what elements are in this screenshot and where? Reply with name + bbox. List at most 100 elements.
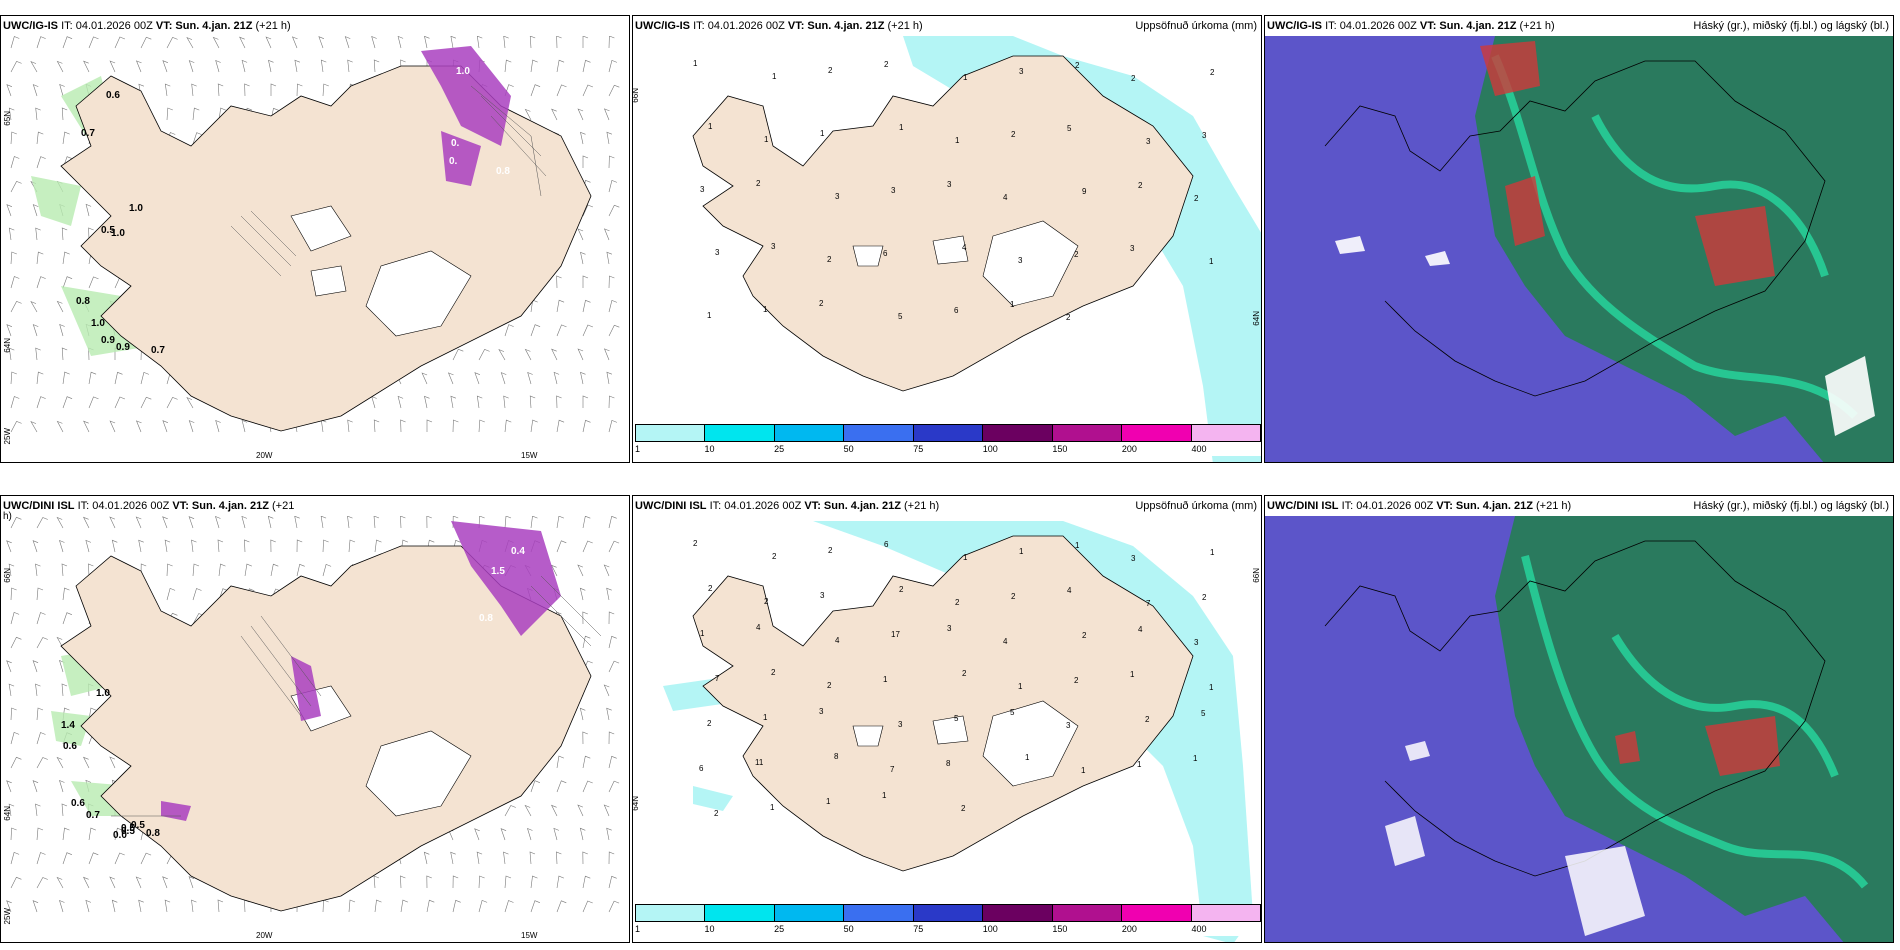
wind-barb bbox=[188, 516, 195, 529]
colorbar-label: 200 bbox=[1121, 444, 1137, 454]
colorbar-label: 10 bbox=[704, 924, 715, 934]
lat-label: 64N bbox=[1252, 311, 1261, 326]
wind-barb bbox=[270, 539, 276, 553]
precip-value: 2 bbox=[828, 66, 833, 75]
precip-value: 7 bbox=[715, 674, 720, 683]
precip-value: 2 bbox=[1145, 715, 1150, 724]
wind-barb bbox=[6, 660, 12, 673]
glacier bbox=[852, 220, 1079, 307]
precip-value: 2 bbox=[884, 60, 889, 69]
gust-label: 0.6 bbox=[106, 90, 120, 101]
wind-barb bbox=[322, 539, 329, 553]
wind-barb bbox=[582, 755, 591, 769]
wind-barb bbox=[397, 395, 404, 409]
high-cloud-core bbox=[1480, 41, 1775, 286]
precip-value: 1 bbox=[772, 72, 777, 81]
wind-barb bbox=[62, 131, 70, 145]
wind-barb bbox=[267, 516, 274, 529]
colorbar-label: 200 bbox=[1121, 924, 1137, 934]
wind-barb bbox=[551, 348, 558, 361]
purple-gust-area bbox=[421, 46, 511, 186]
wind-barb bbox=[582, 275, 589, 288]
wind-barb bbox=[424, 36, 430, 49]
init-time: IT: 04.01.2026 00Z bbox=[693, 20, 785, 32]
wind-barb bbox=[114, 396, 126, 409]
precip-value: 3 bbox=[715, 248, 720, 257]
colorbar-label: 50 bbox=[843, 444, 854, 454]
colorbar-label: 25 bbox=[774, 924, 785, 934]
precip-value: 1 bbox=[1209, 257, 1214, 266]
lat-label: 64N bbox=[3, 806, 12, 821]
wind-barb bbox=[140, 36, 152, 49]
wind-barb bbox=[373, 59, 380, 73]
wind-barb bbox=[478, 349, 490, 361]
colorbar-label: 10 bbox=[704, 444, 715, 454]
field-title: Uppsöfnuð úrkoma (mm) bbox=[1135, 500, 1257, 512]
wind-barb bbox=[61, 227, 68, 241]
iceland-land bbox=[60, 65, 592, 432]
wind-barb bbox=[608, 755, 617, 769]
wind-barb bbox=[10, 156, 20, 169]
precip-value: 2 bbox=[1074, 250, 1079, 259]
wind-barb bbox=[582, 84, 594, 97]
wind-barb bbox=[582, 59, 591, 73]
wind-barb bbox=[608, 275, 615, 289]
precip-value: 3 bbox=[1019, 67, 1024, 76]
model-name: UWC/DINI ISL bbox=[635, 500, 707, 512]
gust-label: 0.7 bbox=[86, 810, 100, 821]
wind-barb bbox=[553, 371, 560, 385]
wind-barb bbox=[6, 204, 13, 217]
bright-spots bbox=[1385, 741, 1645, 936]
wind-barb bbox=[608, 155, 615, 169]
glacier bbox=[290, 205, 472, 337]
wind-barb bbox=[244, 83, 250, 97]
wind-barb bbox=[322, 899, 329, 913]
glacier bbox=[852, 700, 1079, 787]
gust-label: 0.7 bbox=[151, 345, 165, 356]
precip-value: 3 bbox=[1130, 244, 1135, 253]
wind-barb bbox=[556, 540, 567, 553]
gust-label: 0.6 bbox=[63, 741, 77, 752]
wind-barb bbox=[498, 348, 506, 361]
precip-numbers: 2226111312232224721441734243722121211213… bbox=[693, 539, 1215, 818]
wind-barb bbox=[32, 540, 39, 553]
wind-barb bbox=[606, 131, 613, 145]
wind-barb bbox=[582, 635, 591, 649]
wind-barb bbox=[577, 348, 584, 361]
wind-barb bbox=[61, 107, 68, 121]
wind-barb bbox=[244, 899, 250, 913]
precip-value: 2 bbox=[756, 179, 761, 188]
wind-barb bbox=[162, 876, 168, 889]
precip-value: 2 bbox=[827, 681, 832, 690]
wind-barb bbox=[111, 539, 118, 553]
gust-label: 0.8 bbox=[479, 613, 493, 624]
wind-barb bbox=[35, 563, 41, 577]
wind-barb bbox=[577, 228, 584, 241]
wind-barb bbox=[10, 371, 17, 385]
precip-light-area bbox=[903, 36, 1261, 462]
wind-barb bbox=[447, 372, 454, 385]
wind-barb bbox=[530, 780, 541, 793]
wind-panel-bottom: UWC/DINI ISL IT: 04.01.2026 00Z VT: Sun.… bbox=[0, 495, 630, 943]
wind-barb bbox=[36, 637, 48, 649]
gust-label: 0.0 bbox=[113, 830, 127, 841]
colorbar: 1 10 25 50 75 100 150 200 400 bbox=[633, 424, 1261, 456]
wind-barb bbox=[608, 900, 620, 913]
wind-barb bbox=[109, 60, 116, 73]
wind-barb bbox=[478, 899, 488, 913]
wind-barb bbox=[348, 539, 356, 553]
wind-barb bbox=[529, 395, 536, 409]
wind-barb bbox=[56, 876, 64, 889]
wind-barb bbox=[192, 588, 202, 601]
lat-label: 25W bbox=[3, 428, 12, 445]
precip-value: 4 bbox=[1003, 637, 1008, 646]
wind-barb bbox=[608, 84, 620, 97]
wind-barb bbox=[579, 707, 586, 721]
wind-barb bbox=[582, 851, 588, 865]
hatched-area bbox=[230, 85, 547, 277]
wind-barb bbox=[347, 419, 353, 433]
wind-barb bbox=[296, 83, 303, 97]
wind-barb bbox=[400, 516, 406, 529]
wind-barb bbox=[397, 36, 404, 49]
wind-barb bbox=[244, 539, 250, 553]
